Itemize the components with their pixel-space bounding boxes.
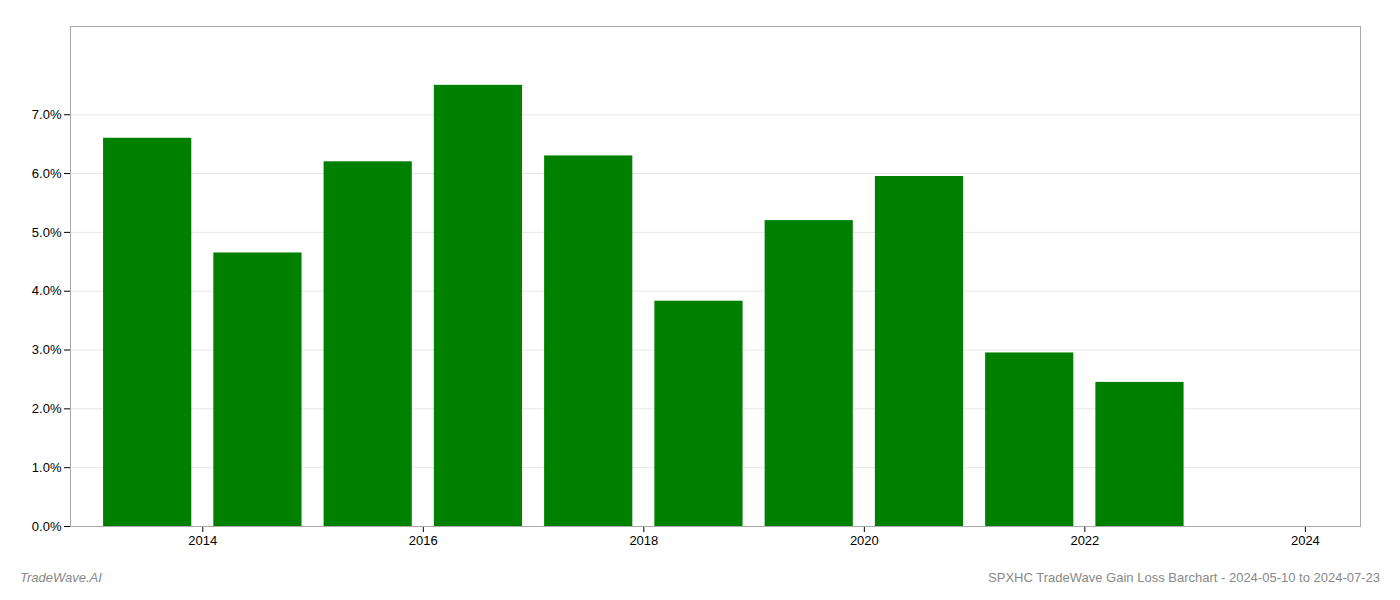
svg-text:4.0%: 4.0%: [32, 283, 62, 298]
svg-text:2020: 2020: [850, 533, 879, 548]
svg-text:5.0%: 5.0%: [32, 225, 62, 240]
svg-text:2018: 2018: [629, 533, 658, 548]
svg-text:6.0%: 6.0%: [32, 166, 62, 181]
svg-text:0.0%: 0.0%: [32, 519, 62, 534]
svg-text:2022: 2022: [1070, 533, 1099, 548]
svg-text:2014: 2014: [188, 533, 217, 548]
svg-text:2.0%: 2.0%: [32, 401, 62, 416]
svg-text:2024: 2024: [1291, 533, 1320, 548]
svg-text:3.0%: 3.0%: [32, 342, 62, 357]
svg-text:7.0%: 7.0%: [32, 107, 62, 122]
svg-text:2016: 2016: [409, 533, 438, 548]
svg-text:1.0%: 1.0%: [32, 460, 62, 475]
html-text:TradeWave.AI: TradeWave.AI: [20, 570, 102, 585]
html-text:SPXHC TradeWave Gain Loss Barc: SPXHC TradeWave Gain Loss Barchart - 202…: [988, 570, 1380, 585]
